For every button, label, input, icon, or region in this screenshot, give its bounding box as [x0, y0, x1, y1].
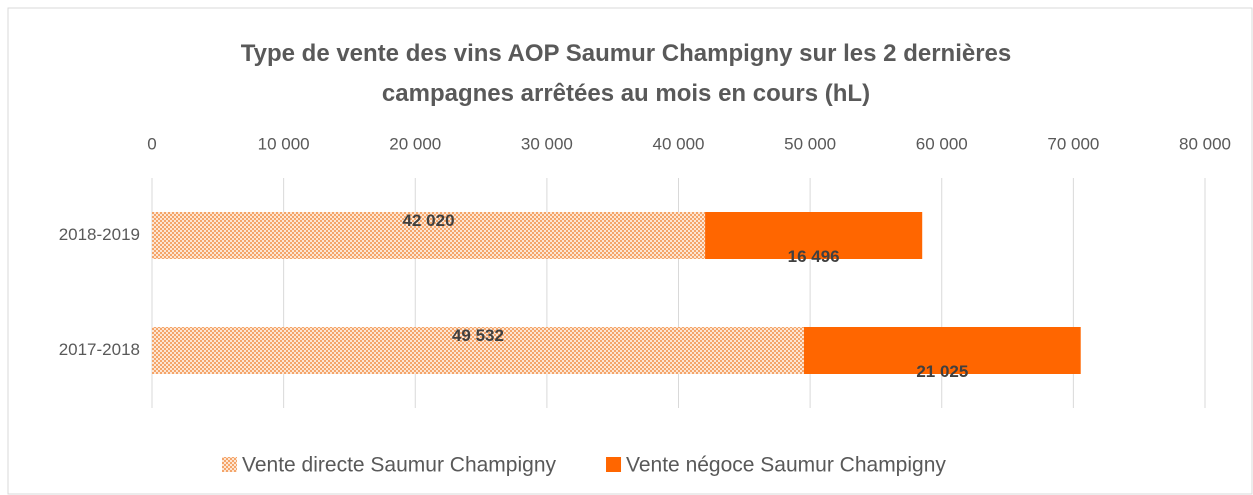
data-label: 16 496 [788, 247, 840, 266]
x-tick-label: 30 000 [521, 134, 573, 153]
legend-swatch [222, 457, 237, 472]
x-tick-label: 0 [147, 134, 156, 153]
y-tick-label: 2017-2018 [59, 340, 140, 359]
data-label: 42 020 [403, 211, 455, 230]
bar [152, 327, 804, 374]
x-tick-label: 50 000 [784, 134, 836, 153]
data-label: 21 025 [916, 362, 968, 381]
x-tick-label: 10 000 [258, 134, 310, 153]
legend-swatch [606, 457, 622, 472]
x-tick-label: 70 000 [1047, 134, 1099, 153]
bar [152, 212, 706, 259]
bar [705, 212, 923, 259]
y-tick-label: 2018-2019 [59, 225, 140, 244]
x-tick-label: 40 000 [653, 134, 705, 153]
x-tick-label: 60 000 [916, 134, 968, 153]
x-tick-label: 80 000 [1179, 134, 1231, 153]
data-label: 49 532 [452, 326, 504, 345]
chart-title: Type de vente des vins AOP Saumur Champi… [240, 40, 1012, 107]
legend-label: Vente directe Saumur Champigny [242, 454, 557, 477]
x-tick-label: 20 000 [389, 134, 441, 153]
chart-frame [7, 7, 1253, 495]
bar [803, 327, 1081, 374]
legend-label: Vente négoce Saumur Champigny [626, 454, 946, 477]
